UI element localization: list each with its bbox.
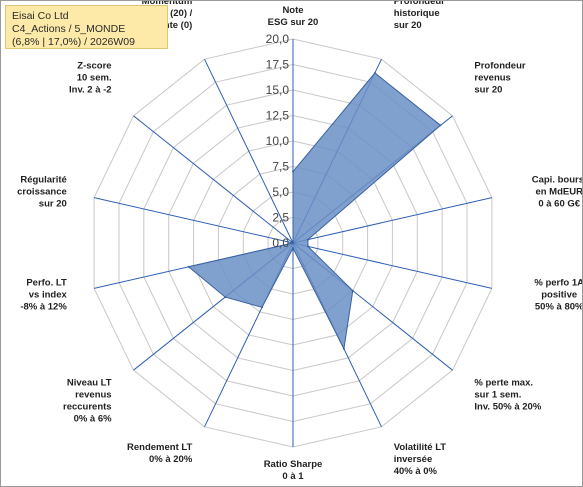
data-point-1 [373,72,376,74]
axis-label-line: historique [394,8,440,19]
data-point-9 [224,296,227,299]
data-point-8 [261,306,263,309]
axis-label-line: ESG sur 20 [268,17,319,28]
axis-label-3: Capi. bours. en MdEUR 0 à 60 G€ [532,174,582,209]
axis-label-line: Z-score [77,60,111,71]
axis-label-line: Régularité [20,174,66,185]
axis-label-line: Inv. 50% à 20% [474,402,541,413]
axis-label-line: % perfo 1A [534,278,582,289]
axis-label-line: inversée [394,454,433,465]
axis-label-line: sur 20 [394,20,422,31]
axis-label-8: Rendement LT 0% à 20% [127,442,193,465]
tick-label-7: 17,5 [266,58,290,72]
data-point-0 [292,170,294,173]
axis-label-1: Profondeur historique sur 20 [394,1,445,31]
chart-title-box: Eisai Co Ltd C4_Actions / 5_MONDE (6,8% … [5,5,168,49]
axis-label-line: % perte max. [474,378,533,389]
axis-label-line: Note [282,5,303,16]
axis-label-5: % perte max. sur 1 sem. Inv. 50% à 20% [474,378,541,413]
axis-label-line: Profondeur [474,60,525,71]
tick-label-5: 12,5 [266,109,290,123]
axis-label-4: % perfo 1A positive 50% à 80% [534,278,582,313]
axis-label-line: Momentum [142,1,193,7]
axis-label-10: Perfo. LT vs index -8% à 12% [20,278,67,313]
series-area [187,72,442,351]
spoke-11 [93,197,294,244]
spoke-12 [133,115,294,244]
tick-label-4: 10,0 [266,134,290,148]
axis-label-line: -8% à 12% [20,302,67,313]
axis-label-line: revenus [474,72,510,83]
axis-label-line: reccurents [63,402,112,413]
data-point-7 [292,247,294,250]
tick-label-2: 5,0 [272,185,289,199]
data-point-6 [342,347,345,350]
axis-label-line: Volatilité LT [394,442,447,453]
data-point-5 [351,289,354,292]
radar-series [187,72,442,351]
axis-label-line: 0 à 60 G€ [538,198,580,209]
axis-label-line: Inv. 2 à -2 [69,84,112,95]
axis-label-line: sur 1 sem. [474,390,521,401]
axis-label-line: en MdEUR [535,186,582,197]
data-point-2 [439,124,442,127]
tick-label-3: 7,5 [272,160,289,174]
axis-label-line: 0% à 20% [149,454,193,465]
tick-label-1: 2,5 [272,211,289,225]
axis-label-12: Z-score 10 sem. Inv. 2 à -2 [69,60,112,95]
axis-label-line: 40% à 0% [394,466,438,477]
axis-label-9: Niveau LT revenus reccurents 0% à 6% [63,378,112,425]
axis-label-line: vs index [29,290,68,301]
axis-label-line: sur 20 [474,84,502,95]
axis-label-line: Niveau LT [67,378,112,389]
axis-label-0: Note ESG sur 20 [268,5,319,28]
spoke-4 [292,242,493,289]
title-metrics: (6,8% | 17,0%) / 2026W09 [12,36,135,48]
title-universe: C4_Actions / 5_MONDE [12,23,126,35]
spoke-3 [292,197,493,244]
tick-label-8: 20,0 [266,32,290,46]
axis-label-line: positive [541,290,577,301]
axis-label-6: Volatilité LT inversée 40% à 0% [394,442,447,477]
tick-label-0: 0,0 [272,236,289,250]
axis-label-line: 50% à 80% [535,302,582,313]
axis-label-line: croissance [17,186,67,197]
axis-label-line: sur 20 [39,198,67,209]
axis-label-line: Vente (0) [153,20,193,31]
data-point-13 [292,242,294,244]
tick-label-6: 15,0 [266,83,290,97]
data-point-4 [306,245,309,248]
radar-tick-labels: 0,0 2,5 5,0 7,5 10,0 12,5 15,0 17,5 20,0 [266,32,290,250]
axis-label-line: Perfo. LT [26,278,67,289]
axis-label-line: revenus [75,390,111,401]
axis-label-line: 10 sem. [77,72,112,83]
axis-label-line: 0% à 6% [74,414,113,425]
axis-label-line: 0 à 1 [282,471,304,482]
axis-label-2: Profondeur revenus sur 20 [474,60,525,95]
axis-label-11: Régularité croissance sur 20 [17,174,67,209]
axis-label-line: Ratio Sharpe [264,459,323,470]
spoke-13 [204,58,294,244]
axis-label-line: Profondeur [394,1,445,7]
data-point-3 [306,238,309,241]
title-company: Eisai Co Ltd [12,10,69,22]
data-point-10 [187,265,190,268]
axis-label-7: Ratio Sharpe 0 à 1 [264,459,323,482]
axis-label-line: Rendement LT [127,442,192,453]
axis-label-line: Capi. bours. [532,174,582,185]
